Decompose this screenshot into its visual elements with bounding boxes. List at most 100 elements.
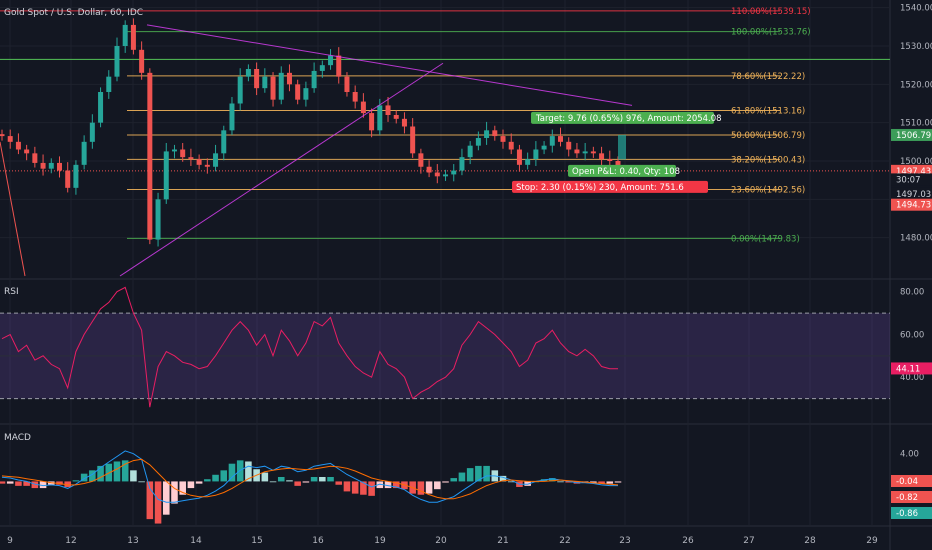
price-axis-tick: 1500.00 (900, 157, 932, 167)
macd-histogram-bar (171, 481, 178, 504)
candle-body (525, 159, 531, 165)
macd-title: MACD (4, 433, 31, 443)
macd-histogram-bar (121, 460, 129, 482)
macd-histogram-bar (343, 481, 351, 492)
candle-body (278, 72, 284, 100)
time-axis-tick: 21 (497, 536, 508, 546)
price-tag-box (891, 187, 932, 200)
candle-body (7, 136, 13, 142)
candle-body (434, 172, 440, 177)
candle-body (558, 136, 564, 142)
time-axis-tick: 26 (682, 536, 694, 546)
time-axis-tick: 9 (7, 536, 13, 546)
macd-histogram-bar (466, 468, 474, 482)
candle-body (213, 153, 219, 167)
macd-histogram-bar (138, 481, 145, 483)
candle-body (48, 162, 54, 169)
time-axis-tick: 13 (127, 536, 138, 546)
macd-value-box (891, 475, 932, 487)
macd-histogram-bar (179, 481, 186, 495)
fib-level-label: 23.60%(1492.56) (731, 186, 805, 196)
time-axis-tick: 27 (743, 536, 754, 546)
candle-body (344, 76, 350, 92)
macd-histogram-bar (72, 480, 80, 482)
open-pnl-label: Open P&L: 0.40, Qty: 108 (572, 167, 680, 177)
time-axis-tick: 12 (65, 536, 76, 546)
candle-body (221, 130, 227, 154)
stop-label-box (512, 180, 708, 193)
price-tag-label: 1506.79 (896, 131, 931, 141)
candle-body (262, 76, 268, 89)
candle-body (286, 72, 292, 85)
candle-body (130, 24, 136, 50)
candle-body (98, 92, 104, 123)
macd-histogram-bar (614, 481, 622, 483)
fib-level-label: 110.00%(1539.15) (731, 7, 811, 17)
candle-body (590, 151, 596, 154)
candle-body (401, 118, 407, 127)
candle-body (15, 141, 21, 150)
macd-histogram-bar (598, 481, 605, 484)
candle-body (89, 122, 95, 142)
fib-level-label: 50.00%(1506.79) (731, 131, 805, 141)
macd-histogram-bar (499, 475, 507, 482)
macd-histogram-bar (310, 476, 318, 482)
fib-level-label: 38.20%(1500.43) (731, 155, 805, 165)
candle-body (607, 159, 613, 161)
candle-body (204, 164, 210, 167)
candle-body (270, 76, 276, 100)
candle-body (393, 115, 399, 119)
price-axis-tick: 1540.00 (900, 4, 932, 14)
macd-histogram-bar (368, 481, 375, 496)
macd-histogram-bar (565, 481, 573, 483)
macd-histogram-bar (417, 481, 425, 495)
candle-body (106, 76, 112, 92)
position-profit-zone (618, 134, 626, 160)
rsi-value-label: 44.11 (896, 364, 920, 374)
macd-histogram-bar (245, 461, 252, 482)
time-axis-tick: 15 (251, 536, 262, 546)
macd-histogram-bar (606, 481, 614, 484)
macd-histogram-bar (89, 470, 96, 482)
rsi-pane (0, 286, 890, 408)
candle-body (237, 76, 243, 104)
time-axis-tick: 29 (866, 536, 878, 546)
macd-value-box (891, 491, 932, 503)
candle-body (147, 72, 153, 240)
candle-body (254, 69, 260, 89)
macd-histogram-bar (376, 481, 384, 489)
macd-value-box (891, 507, 932, 519)
price-tag-box (891, 173, 932, 186)
candle-body (377, 105, 383, 131)
price-pane: 110.00%(1539.15) 100.00%(1533.76) 78.60%(1… (0, 7, 890, 277)
rsi-title: RSI (4, 287, 19, 297)
candle-body (385, 105, 391, 115)
candle-body (139, 49, 145, 73)
time-axis-tick: 23 (619, 536, 630, 546)
candle-body (40, 162, 46, 169)
macd-histogram-bar (39, 481, 47, 489)
macd-histogram-bar (524, 481, 531, 486)
candle-body (114, 46, 120, 77)
macd-histogram-bar (64, 481, 71, 487)
macd-pane (0, 450, 622, 524)
target-label-box (531, 111, 714, 124)
macd-histogram-bar (475, 465, 482, 482)
red-trendline (0, 141, 26, 277)
candle-body (360, 101, 366, 114)
macd-histogram-bar (97, 465, 104, 482)
macd-histogram-bar (507, 481, 515, 483)
candle-body (566, 141, 572, 150)
candle-body (541, 145, 547, 150)
macd-axis-tick: 4.00 (900, 450, 919, 460)
candle-body (467, 145, 473, 158)
rsi-axis-tick: 40.00 (900, 373, 924, 383)
macd-histogram-bar (277, 476, 285, 482)
price-tag-label: 1497.03 (896, 190, 931, 200)
macd-value-label: -0.04 (896, 477, 918, 487)
candle-body (492, 130, 498, 137)
fib-level-label: 0.00%(1479.83) (731, 234, 800, 244)
macd-histogram-bar (319, 476, 326, 482)
macd-histogram-bar (23, 481, 30, 486)
